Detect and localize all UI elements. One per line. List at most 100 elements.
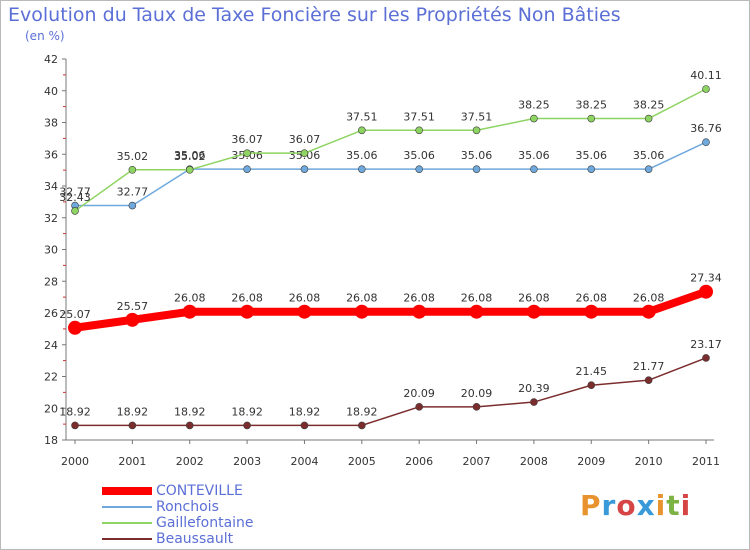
data-point — [644, 376, 653, 384]
x-tick-label: 2010 — [635, 455, 663, 468]
data-point — [300, 165, 309, 173]
y-tick-label: 42 — [44, 53, 58, 66]
data-point — [469, 304, 484, 319]
data-point — [702, 138, 710, 146]
data-label: 26.08 — [461, 292, 493, 305]
data-point — [128, 421, 137, 430]
data-label: 18.92 — [289, 405, 321, 418]
x-tick-label: 2006 — [405, 455, 433, 468]
series-line-gaillefontaine — [74, 88, 707, 212]
data-point — [354, 304, 369, 319]
logo-letter: P — [580, 489, 602, 522]
x-tick-label: 2000 — [61, 455, 89, 468]
y-tick-label: 26 — [44, 307, 58, 320]
logo-letter: t — [666, 489, 681, 522]
data-point — [185, 166, 194, 174]
data-label: 21.45 — [576, 365, 608, 378]
legend-swatch — [102, 487, 152, 495]
data-label: 38.25 — [633, 99, 665, 112]
legend-label: Beaussault — [156, 531, 234, 547]
data-point — [125, 312, 140, 327]
legend-label: CONTEVILLE — [156, 483, 243, 499]
data-label: 27.34 — [690, 272, 722, 285]
x-tick-label: 2001 — [118, 455, 146, 468]
data-point — [243, 149, 251, 157]
data-label: 40.11 — [690, 69, 722, 82]
data-point — [415, 126, 423, 135]
y-tick-label: 32 — [44, 212, 58, 225]
data-point — [526, 304, 541, 319]
data-point — [128, 201, 137, 210]
data-label: 37.51 — [346, 110, 378, 123]
data-point — [300, 421, 309, 430]
x-tick-label: 2004 — [290, 455, 318, 468]
data-label: 18.92 — [346, 405, 378, 418]
data-label: 26.08 — [403, 292, 435, 305]
data-point — [415, 403, 423, 411]
data-label: 18.92 — [231, 405, 263, 418]
data-point — [358, 126, 366, 135]
data-label: 18.92 — [59, 405, 91, 418]
data-label: 21.77 — [633, 360, 665, 373]
data-point — [587, 165, 596, 173]
y-tick-label: 24 — [44, 339, 58, 352]
x-tick-label: 2007 — [463, 455, 491, 468]
data-label: 26.08 — [518, 292, 550, 305]
data-label: 18.92 — [117, 405, 149, 418]
legend: CONTEVILLE Ronchois Gaillefontaine Beaussau… — [102, 483, 254, 547]
logo-letter: r — [601, 489, 617, 522]
logo-letter: x — [636, 489, 656, 522]
logo-letter: i — [655, 489, 667, 522]
data-point — [641, 304, 656, 319]
data-label: 35.06 — [518, 149, 550, 162]
legend-swatch — [102, 538, 152, 540]
y-tick-label: 28 — [44, 275, 58, 288]
series-line-conteville — [74, 287, 708, 332]
data-point — [185, 421, 194, 430]
data-point — [587, 114, 596, 123]
data-point — [472, 126, 481, 135]
data-point — [415, 165, 423, 173]
data-point — [472, 403, 481, 411]
data-label: 23.17 — [690, 338, 722, 351]
proxiti-logo: Proxiti — [580, 489, 691, 522]
data-point — [587, 381, 596, 390]
y-tick-label: 18 — [44, 434, 58, 447]
data-point — [300, 149, 309, 157]
logo-letter: i — [680, 489, 692, 522]
data-point — [243, 421, 251, 430]
data-label: 37.51 — [403, 110, 435, 123]
data-point — [182, 304, 197, 319]
legend-swatch — [102, 506, 152, 508]
data-label: 37.51 — [461, 110, 493, 123]
data-label: 20.09 — [461, 387, 493, 400]
x-tick-label: 2009 — [577, 455, 605, 468]
data-label: 35.06 — [576, 149, 608, 162]
y-axis-unit: (en %) — [25, 29, 65, 43]
y-tick-label: 34 — [44, 180, 58, 193]
x-tick-label: 2003 — [233, 455, 261, 468]
legend-label: Gaillefontaine — [156, 515, 254, 531]
data-point — [297, 304, 312, 319]
legend-item: Ronchois — [102, 499, 254, 515]
data-label: 36.07 — [289, 133, 321, 146]
data-label: 35.06 — [403, 149, 435, 162]
data-label: 26.08 — [633, 292, 665, 305]
y-tick-label: 20 — [44, 402, 58, 415]
data-point — [584, 304, 599, 319]
y-tick-label: 22 — [44, 371, 58, 384]
data-label: 18.92 — [174, 405, 206, 418]
data-point — [530, 165, 538, 173]
data-label: 38.25 — [518, 99, 550, 112]
x-tick-label: 2011 — [692, 455, 720, 468]
data-label: 25.57 — [117, 300, 149, 313]
data-point — [240, 304, 255, 319]
data-point — [702, 85, 710, 93]
data-label: 32.77 — [59, 186, 91, 199]
data-label: 32.43 — [59, 191, 91, 204]
data-point — [699, 284, 713, 299]
data-point — [644, 114, 653, 123]
y-tick-label: 40 — [44, 85, 58, 98]
x-tick-label: 2002 — [176, 455, 204, 468]
data-point — [358, 421, 366, 430]
